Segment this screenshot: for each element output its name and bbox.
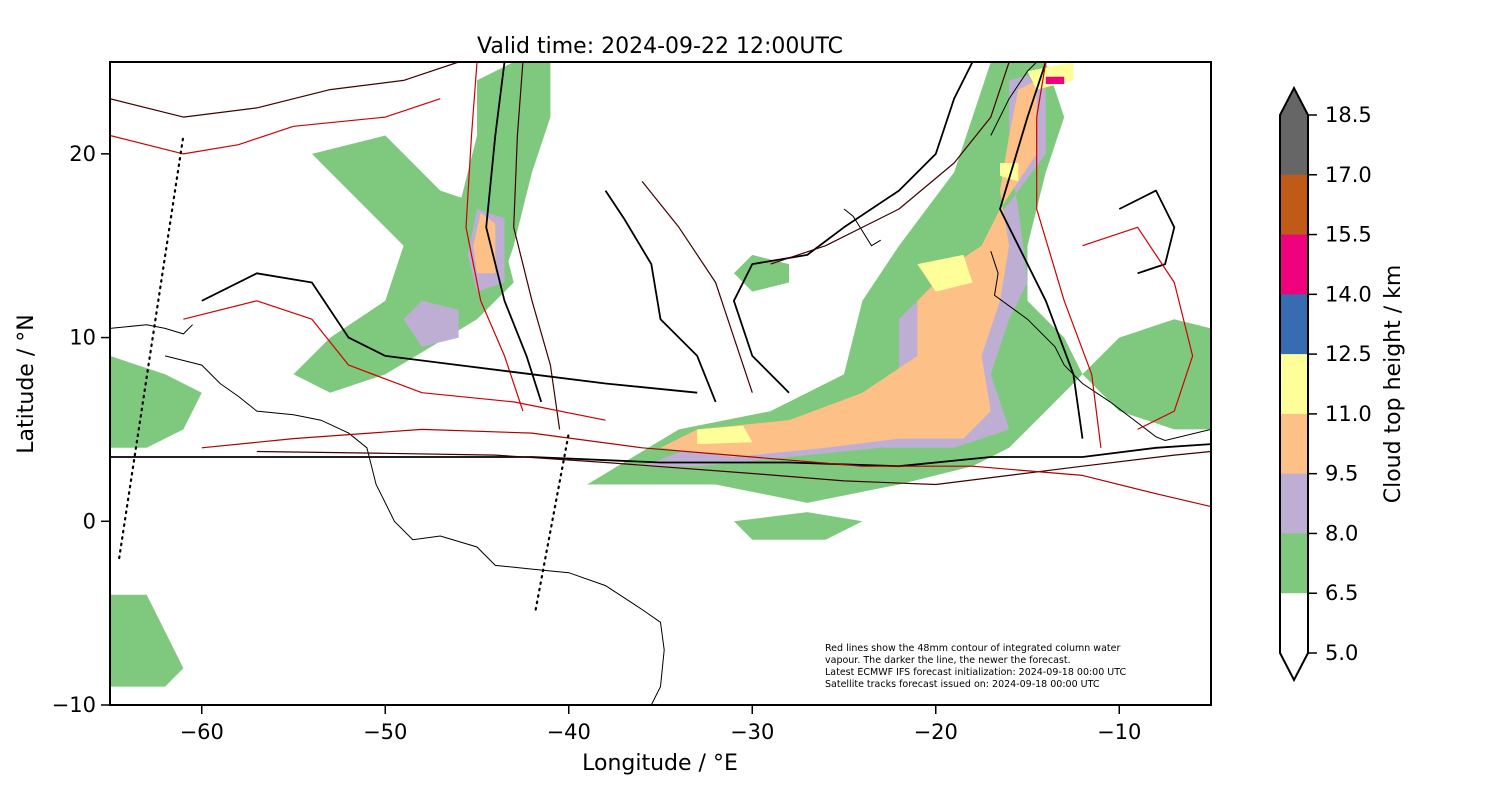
colorbar-tick-label: 15.5: [1325, 223, 1372, 247]
x-tick-label: −20: [914, 720, 958, 744]
colorbar-segment: [1280, 354, 1308, 415]
map-plot-area: [110, 62, 1211, 705]
colorbar-segment: [1280, 533, 1308, 594]
cloud-region-0: [293, 135, 514, 393]
colorbar-under-extension: [1280, 653, 1308, 680]
x-axis-ticks: −60 −50 −40 −30 −20 −10: [180, 705, 1141, 744]
coastline-2: [990, 251, 1211, 442]
colorbar-tick-label: 6.5: [1325, 581, 1358, 605]
iwv-contour-13: [183, 300, 606, 421]
cloud-region-13: [917, 254, 973, 292]
colorbar-tick-label: 8.0: [1325, 521, 1358, 545]
colorbar-segment: [1280, 473, 1308, 534]
colorbar-tick-label: 5.0: [1325, 641, 1358, 665]
colorbar-segment: [1280, 115, 1308, 176]
y-axis-label: Latitude / °N: [14, 314, 39, 453]
annotation-line-3: Latest ECMWF IFS forecast initialization…: [825, 667, 1126, 678]
colorbar-tick-label: 12.5: [1325, 342, 1372, 366]
colorbar-tick-label: 9.5: [1325, 462, 1358, 486]
y-axis-ticks: −10 0 10 20: [52, 142, 110, 717]
colorbar-label: Cloud top height / km: [1381, 265, 1406, 504]
satellite-track-layer: [118, 134, 570, 611]
x-tick-label: −10: [1097, 720, 1141, 744]
iwv-contour-2: [201, 428, 1211, 508]
forecast-annotation: Red lines show the 48mm contour of integ…: [825, 643, 1126, 690]
iwv-contour-0: [110, 443, 1211, 468]
cloud-region-3: [733, 254, 789, 292]
plot-title: Valid time: 2024-09-22 12:00UTC: [477, 34, 843, 59]
iwv-contour-17: [1082, 226, 1194, 430]
iwv-contour-layer: [110, 62, 1211, 508]
cloud-region-7: [733, 512, 863, 540]
iwv-contour-15: [641, 181, 753, 393]
cloud-top-height-layer: [110, 62, 1211, 687]
y-tick-label: 10: [69, 326, 96, 350]
coastline-3: [990, 62, 1038, 136]
coastline-4: [843, 208, 881, 247]
colorbar-tick-label: 18.5: [1325, 103, 1372, 127]
iwv-contour-12: [201, 272, 698, 394]
cloud-region-12: [660, 80, 1037, 458]
x-tick-label: −50: [363, 720, 407, 744]
iwv-contour-1: [256, 450, 1211, 486]
x-tick-label: −60: [180, 720, 224, 744]
colorbar-segment: [1280, 294, 1308, 355]
satellite-track-0: [118, 134, 185, 560]
cloud-region-9: [403, 300, 459, 347]
colorbar-segment: [1280, 413, 1308, 475]
coastline-1: [110, 324, 193, 335]
x-axis-label: Longitude / °E: [582, 751, 738, 776]
cloud-region-11: [473, 212, 496, 274]
cloud-region-5: [1082, 319, 1211, 430]
annotation-line-1: Red lines show the 48mm contour of integ…: [825, 643, 1120, 654]
coastline-layer: [110, 62, 1211, 705]
colorbar-tick-label: 11.0: [1325, 402, 1372, 426]
iwv-contour-8: [999, 62, 1084, 439]
annotation-line-4: Satellite tracks forecast issued on: 202…: [825, 679, 1100, 690]
iwv-contour-6: [733, 62, 974, 394]
annotation-line-2: vapour. The darker the line, the newer t…: [825, 655, 1071, 666]
x-tick-label: −30: [730, 720, 774, 744]
colorbar: 18.5 17.0 15.5 14.0 12.5 11.0 9.5 8.0 6.5 5.0: [1279, 85, 1372, 683]
iwv-contour-4: [513, 62, 561, 430]
colorbar-segment: [1280, 234, 1308, 295]
colorbar-tick-label: 17.0: [1325, 163, 1372, 187]
cloud-region-14: [697, 425, 753, 445]
coastline-0: [164, 355, 665, 705]
colorbar-over-extension: [1280, 88, 1308, 115]
y-tick-label: 0: [83, 509, 96, 533]
iwv-contour-7: [770, 62, 1010, 265]
cloud-region-15: [1000, 163, 1019, 182]
colorbar-tick-label: 14.0: [1325, 282, 1372, 306]
colorbar-segment: [1280, 593, 1308, 654]
iwv-contour-11: [110, 98, 441, 155]
iwv-contour-5: [465, 62, 524, 412]
colorbar-segment: [1280, 174, 1308, 236]
iwv-contour-14: [604, 190, 717, 403]
iwv-contour-9: [1036, 62, 1102, 448]
y-tick-label: −10: [52, 693, 96, 717]
satellite-track-1: [534, 432, 570, 611]
cloud-region-4: [110, 355, 202, 448]
cloud-region-6: [110, 594, 184, 687]
plot-frame: [109, 61, 1212, 706]
cloud-region-17: [1045, 76, 1065, 84]
iwv-contour-3: [485, 62, 543, 403]
x-tick-label: −40: [547, 720, 591, 744]
iwv-contour-16: [1118, 189, 1176, 275]
iwv-contour-10: [110, 62, 459, 118]
y-tick-label: 20: [69, 142, 96, 166]
